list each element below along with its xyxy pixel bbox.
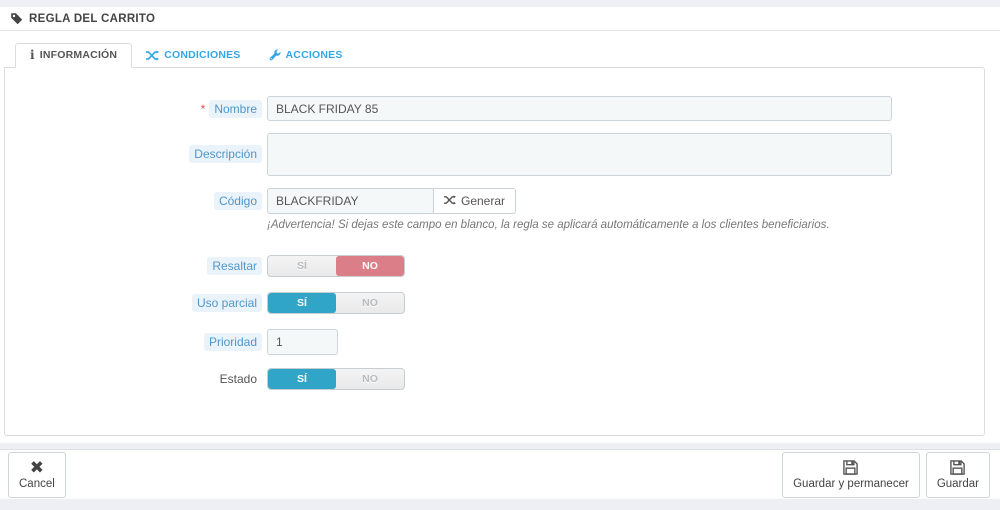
descripcion-label: Descripción <box>189 145 262 163</box>
uso-parcial-label: Uso parcial <box>191 294 262 312</box>
save-icon <box>842 459 859 476</box>
shuffle-icon <box>146 49 160 61</box>
estado-no-option[interactable]: NO <box>362 373 378 385</box>
estado-yes-option[interactable]: SÍ <box>268 369 336 389</box>
save-label: Guardar <box>936 478 979 490</box>
prioridad-label: Prioridad <box>203 333 262 351</box>
field-row-resaltar: Resaltar SÍ NO <box>5 255 984 277</box>
required-marker: * <box>200 101 206 116</box>
field-row-uso-parcial: Uso parcial SÍ NO <box>5 292 984 314</box>
resaltar-switch: SÍ NO <box>267 255 405 277</box>
field-row-nombre: * Nombre <box>5 96 984 121</box>
form-tabs: i INFORMACIÓN CONDICIONES ACCIONES <box>15 43 985 68</box>
shuffle-icon <box>444 194 456 208</box>
estado-switch: SÍ NO <box>267 368 405 390</box>
panel-gap <box>0 443 1000 449</box>
save-and-stay-label: Guardar y permanecer <box>793 478 909 490</box>
close-icon: ✖ <box>29 458 45 477</box>
generar-label: Generar <box>461 194 506 208</box>
field-row-descripcion: Descripción <box>5 133 984 176</box>
footer-actions: Guardar y permanecer Guardar <box>782 451 990 498</box>
page-title: REGLA DEL CARRITO <box>29 12 156 25</box>
form-footer: ✖ Cancel Guardar y permanecer <box>0 449 1000 499</box>
save-icon <box>949 459 966 476</box>
tab-label: CONDICIONES <box>164 49 241 61</box>
codigo-warning-row: ¡Advertencia! Si dejas este campo en bla… <box>5 219 984 231</box>
save-and-stay-button[interactable]: Guardar y permanecer <box>782 451 920 498</box>
wrench-icon <box>269 49 281 61</box>
codigo-warning-text: ¡Advertencia! Si dejas este campo en bla… <box>267 219 830 231</box>
nombre-input[interactable] <box>267 96 892 121</box>
tab-informacion[interactable]: i INFORMACIÓN <box>15 43 133 68</box>
tag-icon <box>10 12 23 25</box>
resaltar-yes-option[interactable]: SÍ <box>297 260 307 272</box>
panel-header: REGLA DEL CARRITO <box>0 7 1000 31</box>
info-icon: i <box>30 48 35 62</box>
codigo-input[interactable] <box>267 188 434 214</box>
field-row-codigo: Código Generar <box>5 188 984 214</box>
cancel-button[interactable]: ✖ Cancel <box>8 451 66 498</box>
field-row-prioridad: Prioridad <box>5 329 984 355</box>
uso-parcial-no-option[interactable]: NO <box>362 297 378 309</box>
tab-label: INFORMACIÓN <box>39 49 118 61</box>
uso-parcial-yes-option[interactable]: SÍ <box>268 293 336 313</box>
nombre-label: Nombre <box>209 99 262 118</box>
cancel-label: Cancel <box>19 478 55 490</box>
tab-content-informacion: * Nombre Descripción Código <box>4 67 985 436</box>
estado-label: Estado <box>219 372 257 386</box>
prioridad-input[interactable] <box>267 329 338 355</box>
tab-acciones[interactable]: ACCIONES <box>255 43 357 68</box>
generar-button[interactable]: Generar <box>433 188 517 214</box>
descripcion-textarea[interactable] <box>267 133 892 176</box>
codigo-label: Código <box>213 192 262 210</box>
resaltar-label: Resaltar <box>207 257 262 275</box>
field-row-estado: Estado SÍ NO <box>5 368 984 390</box>
uso-parcial-switch: SÍ NO <box>267 292 405 314</box>
tab-label: ACCIONES <box>285 49 343 61</box>
tab-condiciones[interactable]: CONDICIONES <box>132 43 254 68</box>
resaltar-no-option[interactable]: NO <box>336 256 404 276</box>
cart-rule-form-panel: i INFORMACIÓN CONDICIONES ACCIONES <box>0 31 1000 443</box>
save-button[interactable]: Guardar <box>925 451 990 498</box>
